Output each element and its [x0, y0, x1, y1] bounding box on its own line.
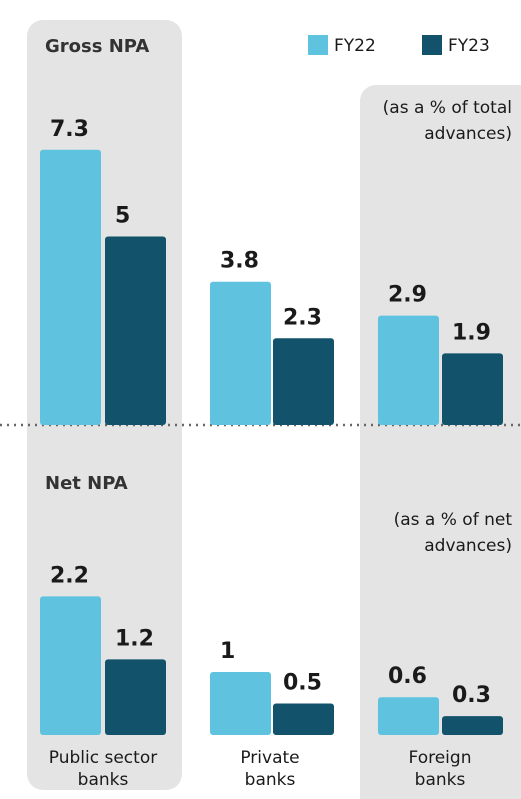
panel-note: (as a % of net — [394, 510, 513, 530]
legend-swatch — [308, 35, 328, 55]
data-label: 0.6 — [388, 664, 427, 689]
bar — [442, 716, 503, 735]
column-shade — [360, 85, 521, 799]
panel-note: advances) — [424, 124, 512, 144]
data-label: 1.9 — [452, 320, 491, 345]
data-label: 1 — [220, 639, 235, 664]
category-label: Private — [240, 748, 299, 768]
data-label: 0.5 — [283, 671, 322, 696]
legend-label: FY22 — [334, 36, 376, 56]
data-label: 3.8 — [220, 249, 259, 274]
data-label: 7.3 — [50, 117, 89, 142]
data-label: 2.3 — [283, 305, 322, 330]
bar — [378, 697, 439, 735]
data-label: 5 — [115, 204, 130, 229]
panel-note: advances) — [424, 536, 512, 556]
category-label: banks — [415, 770, 466, 790]
bar — [378, 315, 439, 425]
data-label: 0.3 — [452, 683, 491, 708]
category-label: Foreign — [409, 748, 472, 768]
data-label: 1.2 — [115, 626, 154, 651]
data-label: 2.2 — [50, 563, 89, 588]
bar — [210, 281, 271, 425]
category-label: banks — [78, 770, 129, 790]
bar — [210, 672, 271, 735]
category-label: Public sector — [49, 748, 157, 768]
bar — [273, 703, 334, 735]
category-label: banks — [245, 770, 296, 790]
panel-title: Gross NPA — [45, 36, 149, 57]
bar — [40, 149, 101, 426]
bar — [40, 596, 101, 735]
bar — [105, 236, 166, 425]
bar — [273, 338, 334, 425]
legend-swatch — [422, 35, 442, 55]
bar — [442, 353, 503, 425]
bar — [105, 659, 166, 735]
legend-label: FY23 — [448, 36, 490, 56]
panel-title: Net NPA — [45, 473, 128, 494]
data-label: 2.9 — [388, 283, 427, 308]
panel-note: (as a % of total — [383, 98, 512, 118]
